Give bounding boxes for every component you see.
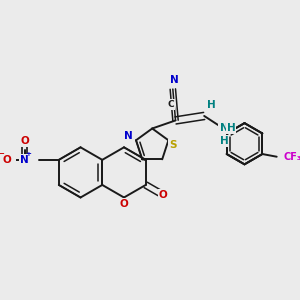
Text: N: N [124,131,133,141]
Text: +: + [26,151,31,157]
Text: S: S [169,140,177,150]
Text: N: N [20,155,29,165]
Text: CF₃: CF₃ [284,152,300,162]
Text: O: O [159,190,168,200]
Text: N: N [220,123,228,133]
Text: O: O [2,155,11,165]
Text: N: N [170,75,179,85]
Text: −: − [0,149,4,158]
Text: H: H [207,100,216,110]
Text: O: O [120,199,128,209]
Text: H: H [227,123,236,133]
Text: H: H [220,136,228,146]
Text: C: C [168,100,174,109]
Text: O: O [20,136,29,146]
